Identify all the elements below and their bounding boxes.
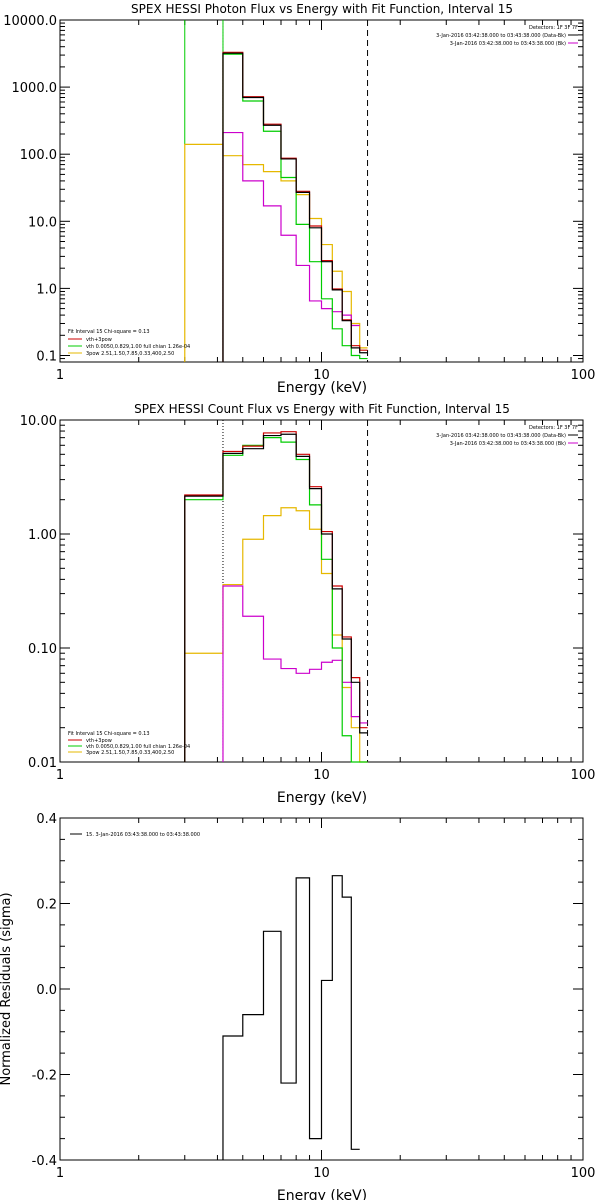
count-vertical-lines	[222, 420, 369, 762]
photon-y-tick-label: 10000.0	[3, 14, 57, 29]
count-xlabel: Energy (keV)	[277, 790, 367, 806]
photon-y-ticks: 0.1 1.0 10.0 100.0 1000.0 10000.0	[3, 14, 583, 364]
photon-x-tick-label: 100	[571, 368, 596, 383]
count-series-0	[184, 433, 368, 762]
residuals-legend: 15. 3-Jan-2016 03:43:38.000 to 03:43:38.…	[86, 832, 200, 838]
count-legend-detectors: Detectors: 1F 3F 7F	[529, 425, 578, 431]
count-series-1	[184, 431, 368, 762]
count-legend-bk: 3-Jan-2016 03:42:38.000 to 03:43:38.000 …	[450, 441, 566, 447]
photon-x-ticks: 1 10 100	[56, 20, 596, 383]
photon-xlabel: Energy (keV)	[277, 380, 367, 396]
residuals-y-tick-label: -0.4	[32, 1154, 57, 1169]
residuals-panel: -0.4 -0.2 0.0 0.2 0.4 1 10 100 Normalized Resi…	[0, 812, 595, 1200]
residuals-x-tick-label: 1	[56, 1166, 64, 1181]
count-legend-bottom-left: Fit Interval 15 Chi-square = 0.13 vth+3p…	[68, 731, 190, 756]
count-x-tick-label: 10	[313, 768, 330, 783]
photon-legend-3pow: 3pow 2.51,1.50,7.85,0.33,400,2.50	[86, 351, 174, 357]
residuals-y-tick-label: 0.2	[36, 898, 57, 913]
photon-legend-detectors: Detectors: 1F 3F 7F	[529, 25, 578, 31]
photon-legend-bottom-left: Fit Interval 15 Chi-square = 0.13 vth+3p…	[68, 329, 190, 357]
residuals-y-tick-label: 0.4	[36, 812, 57, 827]
count-legend-vth: vth 0.0050,0.829,1.00 full chian 1.26e-0…	[86, 744, 190, 750]
residuals-x-tick-label: 10	[313, 1166, 330, 1181]
count-series-3	[184, 507, 368, 763]
count-y-tick-label: 10.00	[20, 414, 57, 429]
count-flux-panel: SPEX HESSI Count Flux vs Energy with Fit…	[20, 402, 596, 806]
photon-y-tick-label: 0.1	[36, 349, 57, 364]
photon-series-4	[222, 131, 360, 362]
photon-legend-databk: 3-Jan-2016 03:42:38.000 to 03:43:38.000 …	[436, 33, 566, 39]
residuals-xlabel: Energy (keV)	[277, 1188, 367, 1200]
photon-x-tick-label: 10	[313, 368, 330, 383]
residuals-series	[222, 875, 360, 1160]
residuals-y-tick-label: 0.0	[36, 983, 57, 998]
count-legend-model: vth+3pow	[86, 738, 112, 744]
photon-legend-vth: vth 0.0050,0.829,1.00 full chian 1.26e-0…	[86, 344, 190, 350]
residuals-x-ticks: 1 10 100	[56, 818, 596, 1181]
photon-legend-fit: Fit Interval 15 Chi-square = 0.13	[68, 329, 150, 335]
count-series	[184, 431, 368, 763]
photon-series-0	[222, 52, 368, 362]
photon-y-tick-label: 10.0	[28, 215, 57, 230]
count-y-tick-label: 0.01	[28, 756, 57, 771]
photon-y-tick-label: 1000.0	[12, 81, 58, 96]
residuals-y-tick-label: -0.2	[32, 1069, 57, 1084]
count-series-4	[222, 585, 368, 762]
residuals-y-ticks: -0.4 -0.2 0.0 0.2 0.4	[32, 812, 583, 1169]
count-legend-3pow: 3pow 2.51,1.50,7.85,0.33,400,2.50	[86, 750, 174, 756]
photon-series-2	[222, 53, 368, 362]
photon-flux-panel: SPEX HESSI Photon Flux vs Energy with Fi…	[3, 2, 595, 396]
count-y-ticks: 0.01 0.10 1.00 10.00	[20, 414, 583, 771]
photon-legend-bk: 3-Jan-2016 03:42:38.000 to 03:43:38.000 …	[450, 41, 566, 47]
count-y-tick-label: 1.00	[28, 528, 57, 543]
photon-y-tick-label: 1.0	[36, 282, 57, 297]
count-x-ticks: 1 10 100	[56, 420, 596, 783]
photon-x-tick-label: 1	[56, 368, 64, 383]
photon-y-tick-label: 100.0	[20, 148, 57, 163]
residuals-series-0	[222, 875, 360, 1160]
count-y-tick-label: 0.10	[28, 642, 57, 657]
photon-plot-frame	[59, 19, 584, 363]
count-legend-top-right: Detectors: 1F 3F 7F 3-Jan-2016 03:42:38.…	[436, 425, 578, 447]
residuals-ylabel: Normalized Residuals (sigma)	[0, 892, 14, 1085]
count-x-tick-label: 1	[56, 768, 64, 783]
count-legend-fit: Fit Interval 15 Chi-square = 0.13	[68, 731, 150, 737]
count-title: SPEX HESSI Count Flux vs Energy with Fit…	[134, 402, 510, 416]
count-legend-databk: 3-Jan-2016 03:42:38.000 to 03:43:38.000 …	[436, 433, 566, 439]
photon-series	[184, 20, 368, 362]
count-x-tick-label: 100	[571, 768, 596, 783]
photon-legend-top-right: Detectors: 1F 3F 7F 3-Jan-2016 03:42:38.…	[436, 25, 578, 47]
count-plot-frame	[59, 419, 584, 763]
photon-title: SPEX HESSI Photon Flux vs Energy with Fi…	[131, 2, 513, 16]
count-series-2	[184, 437, 368, 763]
residuals-x-tick-label: 100	[571, 1166, 596, 1181]
photon-vertical-lines	[222, 20, 369, 362]
photon-legend-model: vth+3pow	[86, 337, 112, 343]
